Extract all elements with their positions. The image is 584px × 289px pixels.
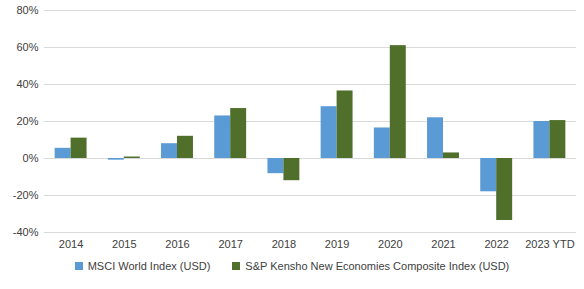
svg-text:2022: 2022 (484, 238, 508, 250)
svg-text:20%: 20% (16, 115, 38, 127)
svg-text:2014: 2014 (59, 238, 83, 250)
svg-text:0%: 0% (23, 152, 39, 164)
svg-text:2019: 2019 (325, 238, 349, 250)
svg-text:2021: 2021 (431, 238, 455, 250)
svg-text:2016: 2016 (165, 238, 189, 250)
svg-text:2015: 2015 (112, 238, 136, 250)
svg-text:2018: 2018 (272, 238, 296, 250)
svg-text:2023 YTD: 2023 YTD (525, 238, 574, 250)
html-text:MSCI World Index (USD): MSCI World Index (USD) (87, 260, 211, 272)
html-text:S&P Kensho New Economies Compo: S&P Kensho New Economies Composite Index… (245, 260, 510, 272)
svg-text:60%: 60% (16, 41, 38, 53)
svg-text:2017: 2017 (218, 238, 242, 250)
svg-text:-20%: -20% (13, 189, 39, 201)
svg-text:2020: 2020 (378, 238, 402, 250)
svg-text:80%: 80% (16, 4, 38, 16)
svg-text:-40%: -40% (13, 226, 39, 238)
svg-text:40%: 40% (16, 78, 38, 90)
